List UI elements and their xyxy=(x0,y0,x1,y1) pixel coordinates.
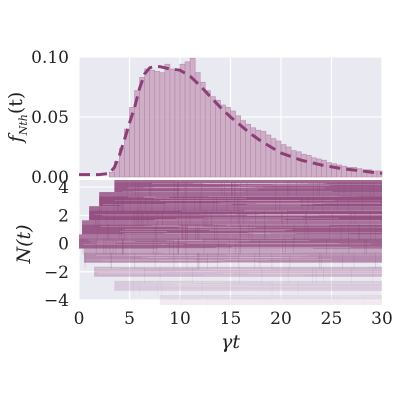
histogram-bar xyxy=(169,68,176,178)
x-tick-label: 15 xyxy=(220,309,242,329)
trajectory-level-band xyxy=(94,266,383,277)
histogram-bar xyxy=(179,63,186,178)
trajectory-y-tick-labels: −4 −2 0 2 4 xyxy=(44,178,69,311)
histogram-bar xyxy=(174,72,181,178)
histogram-bar xyxy=(109,171,115,178)
histogram-bar xyxy=(164,63,171,178)
trajectory-level-band xyxy=(89,210,382,221)
trajectory-y-axis-label: N(t) xyxy=(13,224,35,264)
trajectory-level-band xyxy=(114,182,382,193)
histogram-bar xyxy=(204,90,211,178)
density-y-tick-label: 0.05 xyxy=(31,108,69,128)
x-tick-labels: 0 5 10 15 20 25 30 xyxy=(74,309,393,329)
histogram-bar xyxy=(270,138,277,178)
trajectory-y-tick-label: 0 xyxy=(58,235,69,255)
histogram-bar xyxy=(210,96,216,178)
histogram-bar xyxy=(300,153,307,178)
histogram-bar xyxy=(215,99,221,178)
density-panel: 0.00 0.05 0.10 fNth(t) xyxy=(5,48,383,188)
histogram-bar xyxy=(220,104,226,178)
histogram-bar xyxy=(245,123,251,178)
density-y-tick-labels: 0.00 0.05 0.10 xyxy=(31,48,69,188)
histogram-bar xyxy=(316,158,322,178)
x-tick-label: 20 xyxy=(270,309,292,329)
histogram-bar xyxy=(159,72,166,178)
histogram-bar xyxy=(184,61,191,178)
trajectory-upper-fill xyxy=(114,180,382,183)
density-curve xyxy=(79,65,383,177)
trajectory-level-band xyxy=(114,280,382,291)
trajectory-between-levels xyxy=(84,248,383,253)
trajectory-y-tick-label: 2 xyxy=(58,206,69,226)
histogram-bar xyxy=(290,150,297,178)
trajectory-steps xyxy=(79,180,383,306)
trajectory-between-levels xyxy=(89,206,382,211)
trajectory-level-band xyxy=(99,196,382,207)
trajectory-y-tick-label: −4 xyxy=(44,291,69,311)
density-y-label-main: f xyxy=(5,132,27,144)
histogram-bar xyxy=(326,162,332,178)
x-tick-label: 5 xyxy=(124,309,135,329)
trajectory-y-tick-label: 4 xyxy=(58,178,69,198)
histogram-bar xyxy=(199,81,206,178)
x-tick-label: 25 xyxy=(321,309,343,329)
histogram-bar xyxy=(341,165,347,178)
x-axis-label: γt xyxy=(221,331,240,353)
density-y-tick-label: 0.10 xyxy=(31,48,69,68)
histogram-bar xyxy=(321,159,327,178)
trajectory-y-tick-label: −2 xyxy=(44,263,69,283)
density-y-label-tail: (t) xyxy=(5,92,27,114)
histogram-bar xyxy=(356,168,363,178)
histogram-bar xyxy=(149,69,156,178)
trajectory-level-band xyxy=(84,252,383,263)
histogram-bar xyxy=(265,134,272,178)
trajectory-panel: −4 −2 0 2 4 0 5 10 15 20 25 30 N(t) γt xyxy=(13,178,393,353)
trajectory-level-band xyxy=(159,295,382,305)
trajectory-between-levels xyxy=(79,234,382,239)
density-y-label-subscript: Nth xyxy=(17,114,30,136)
trajectory-level-band xyxy=(82,224,382,235)
histogram-bar xyxy=(260,131,267,178)
histogram-bar xyxy=(376,170,383,178)
histogram-bar xyxy=(295,151,302,178)
x-tick-label: 10 xyxy=(169,309,191,329)
histogram-bars xyxy=(109,57,383,178)
density-y-tick-label: 0.00 xyxy=(31,168,69,188)
x-tick-label: 0 xyxy=(74,309,85,329)
trajectory-between-levels xyxy=(82,220,382,225)
histogram-bar xyxy=(275,140,282,178)
histogram-bar xyxy=(139,77,145,178)
histogram-bar xyxy=(144,68,150,178)
histogram-bar xyxy=(285,146,292,178)
trajectory-between-levels xyxy=(99,192,382,197)
trajectory-level-band xyxy=(79,238,382,249)
histogram-bar xyxy=(310,157,317,178)
histogram-bar xyxy=(280,144,287,178)
histogram-bar xyxy=(194,72,201,178)
histogram-bar xyxy=(154,71,161,178)
density-y-axis-label: fNth(t) xyxy=(5,92,30,145)
histogram-bar xyxy=(305,155,312,178)
x-tick-label: 30 xyxy=(371,309,393,329)
